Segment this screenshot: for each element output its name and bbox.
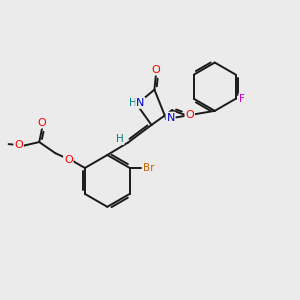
Text: O: O [38, 118, 46, 128]
Text: O: O [152, 64, 160, 75]
Text: F: F [239, 94, 245, 104]
Text: Br: Br [143, 163, 155, 173]
Text: N: N [167, 112, 175, 123]
Text: O: O [185, 110, 194, 120]
Text: O: O [64, 155, 73, 165]
Text: H: H [116, 134, 124, 144]
Text: N: N [136, 98, 145, 108]
Text: O: O [14, 140, 23, 150]
Text: H: H [129, 98, 137, 108]
